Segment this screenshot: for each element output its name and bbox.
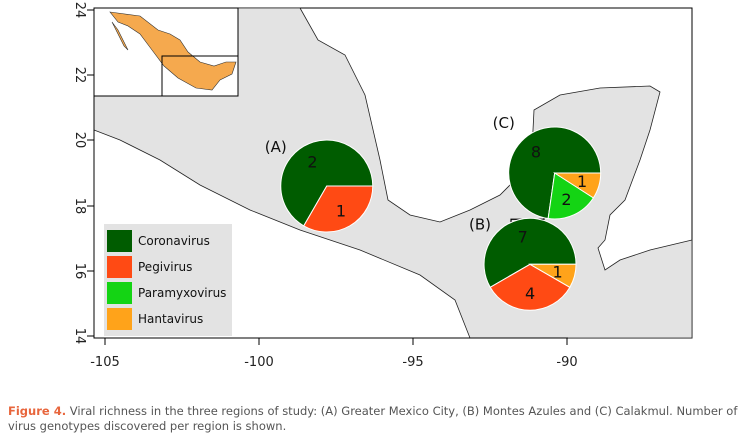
pie-slice <box>528 263 577 288</box>
legend-swatch <box>107 256 132 278</box>
pie-slice-value-label: 4 <box>525 284 535 303</box>
inset-map <box>93 7 239 97</box>
pie-slice-value-label: 7 <box>518 228 528 247</box>
y-axis <box>87 9 95 337</box>
legend-label: Hantavirus <box>138 312 203 326</box>
legend: Coronavirus Pegivirus Paramyxovirus Hantavi… <box>104 224 232 336</box>
inset-extent-box <box>161 55 239 97</box>
caption-text: Viral richness in the three regions of s… <box>8 404 738 433</box>
pie-slice-value-label: 1 <box>577 172 587 191</box>
legend-swatch <box>107 230 132 252</box>
legend-label: Pegivirus <box>138 260 192 274</box>
y-tick-label: 22 <box>72 67 87 84</box>
pie-region-label: (B) <box>469 215 491 233</box>
pie-markers: 21(A)741(B)821(C) <box>265 114 602 311</box>
pie-slice <box>552 172 602 199</box>
legend-label: Paramyxovirus <box>138 286 226 300</box>
figure-caption: Figure 4. Viral richness in the three re… <box>8 404 746 434</box>
figure-number: Figure 4. <box>8 404 67 418</box>
y-tick-label: 18 <box>72 198 87 215</box>
pie-slice-value-label: 1 <box>552 263 562 282</box>
pie-slice-value-label: 8 <box>531 142 541 161</box>
pie-slice <box>489 263 571 311</box>
y-tick-label: 16 <box>72 263 87 280</box>
x-tick-label: -90 <box>556 355 577 370</box>
x-tick-label: -105 <box>90 355 120 370</box>
inset-mexico <box>109 11 237 91</box>
pie-slice <box>483 217 577 288</box>
pie-region-label: (A) <box>265 138 287 156</box>
x-tick-labels: -105 -100 -95 -90 <box>90 355 577 370</box>
pie-slice <box>547 172 595 220</box>
pie-slice <box>303 185 374 233</box>
y-tick-labels: 14 16 18 20 22 24 <box>72 2 87 345</box>
legend-swatch <box>107 282 132 304</box>
x-tick-label: -100 <box>244 355 274 370</box>
pie-slice <box>280 139 374 227</box>
x-axis <box>104 337 568 345</box>
legend-label: Coronavirus <box>138 234 210 248</box>
x-tick-label: -95 <box>402 355 423 370</box>
pie-slice-value-label: 1 <box>336 202 346 221</box>
pie-slice-value-label: 2 <box>307 152 317 171</box>
y-tick-label: 24 <box>72 2 87 19</box>
legend-swatch <box>107 308 132 330</box>
y-tick-label: 14 <box>72 328 87 345</box>
pie-slice-value-label: 2 <box>561 190 571 209</box>
map-figure: -105 -100 -95 -90 14 16 18 20 22 24 21(A… <box>72 2 693 370</box>
y-tick-label: 20 <box>72 132 87 149</box>
pie-region-label: (C) <box>493 114 515 132</box>
inset-baja <box>111 21 129 51</box>
